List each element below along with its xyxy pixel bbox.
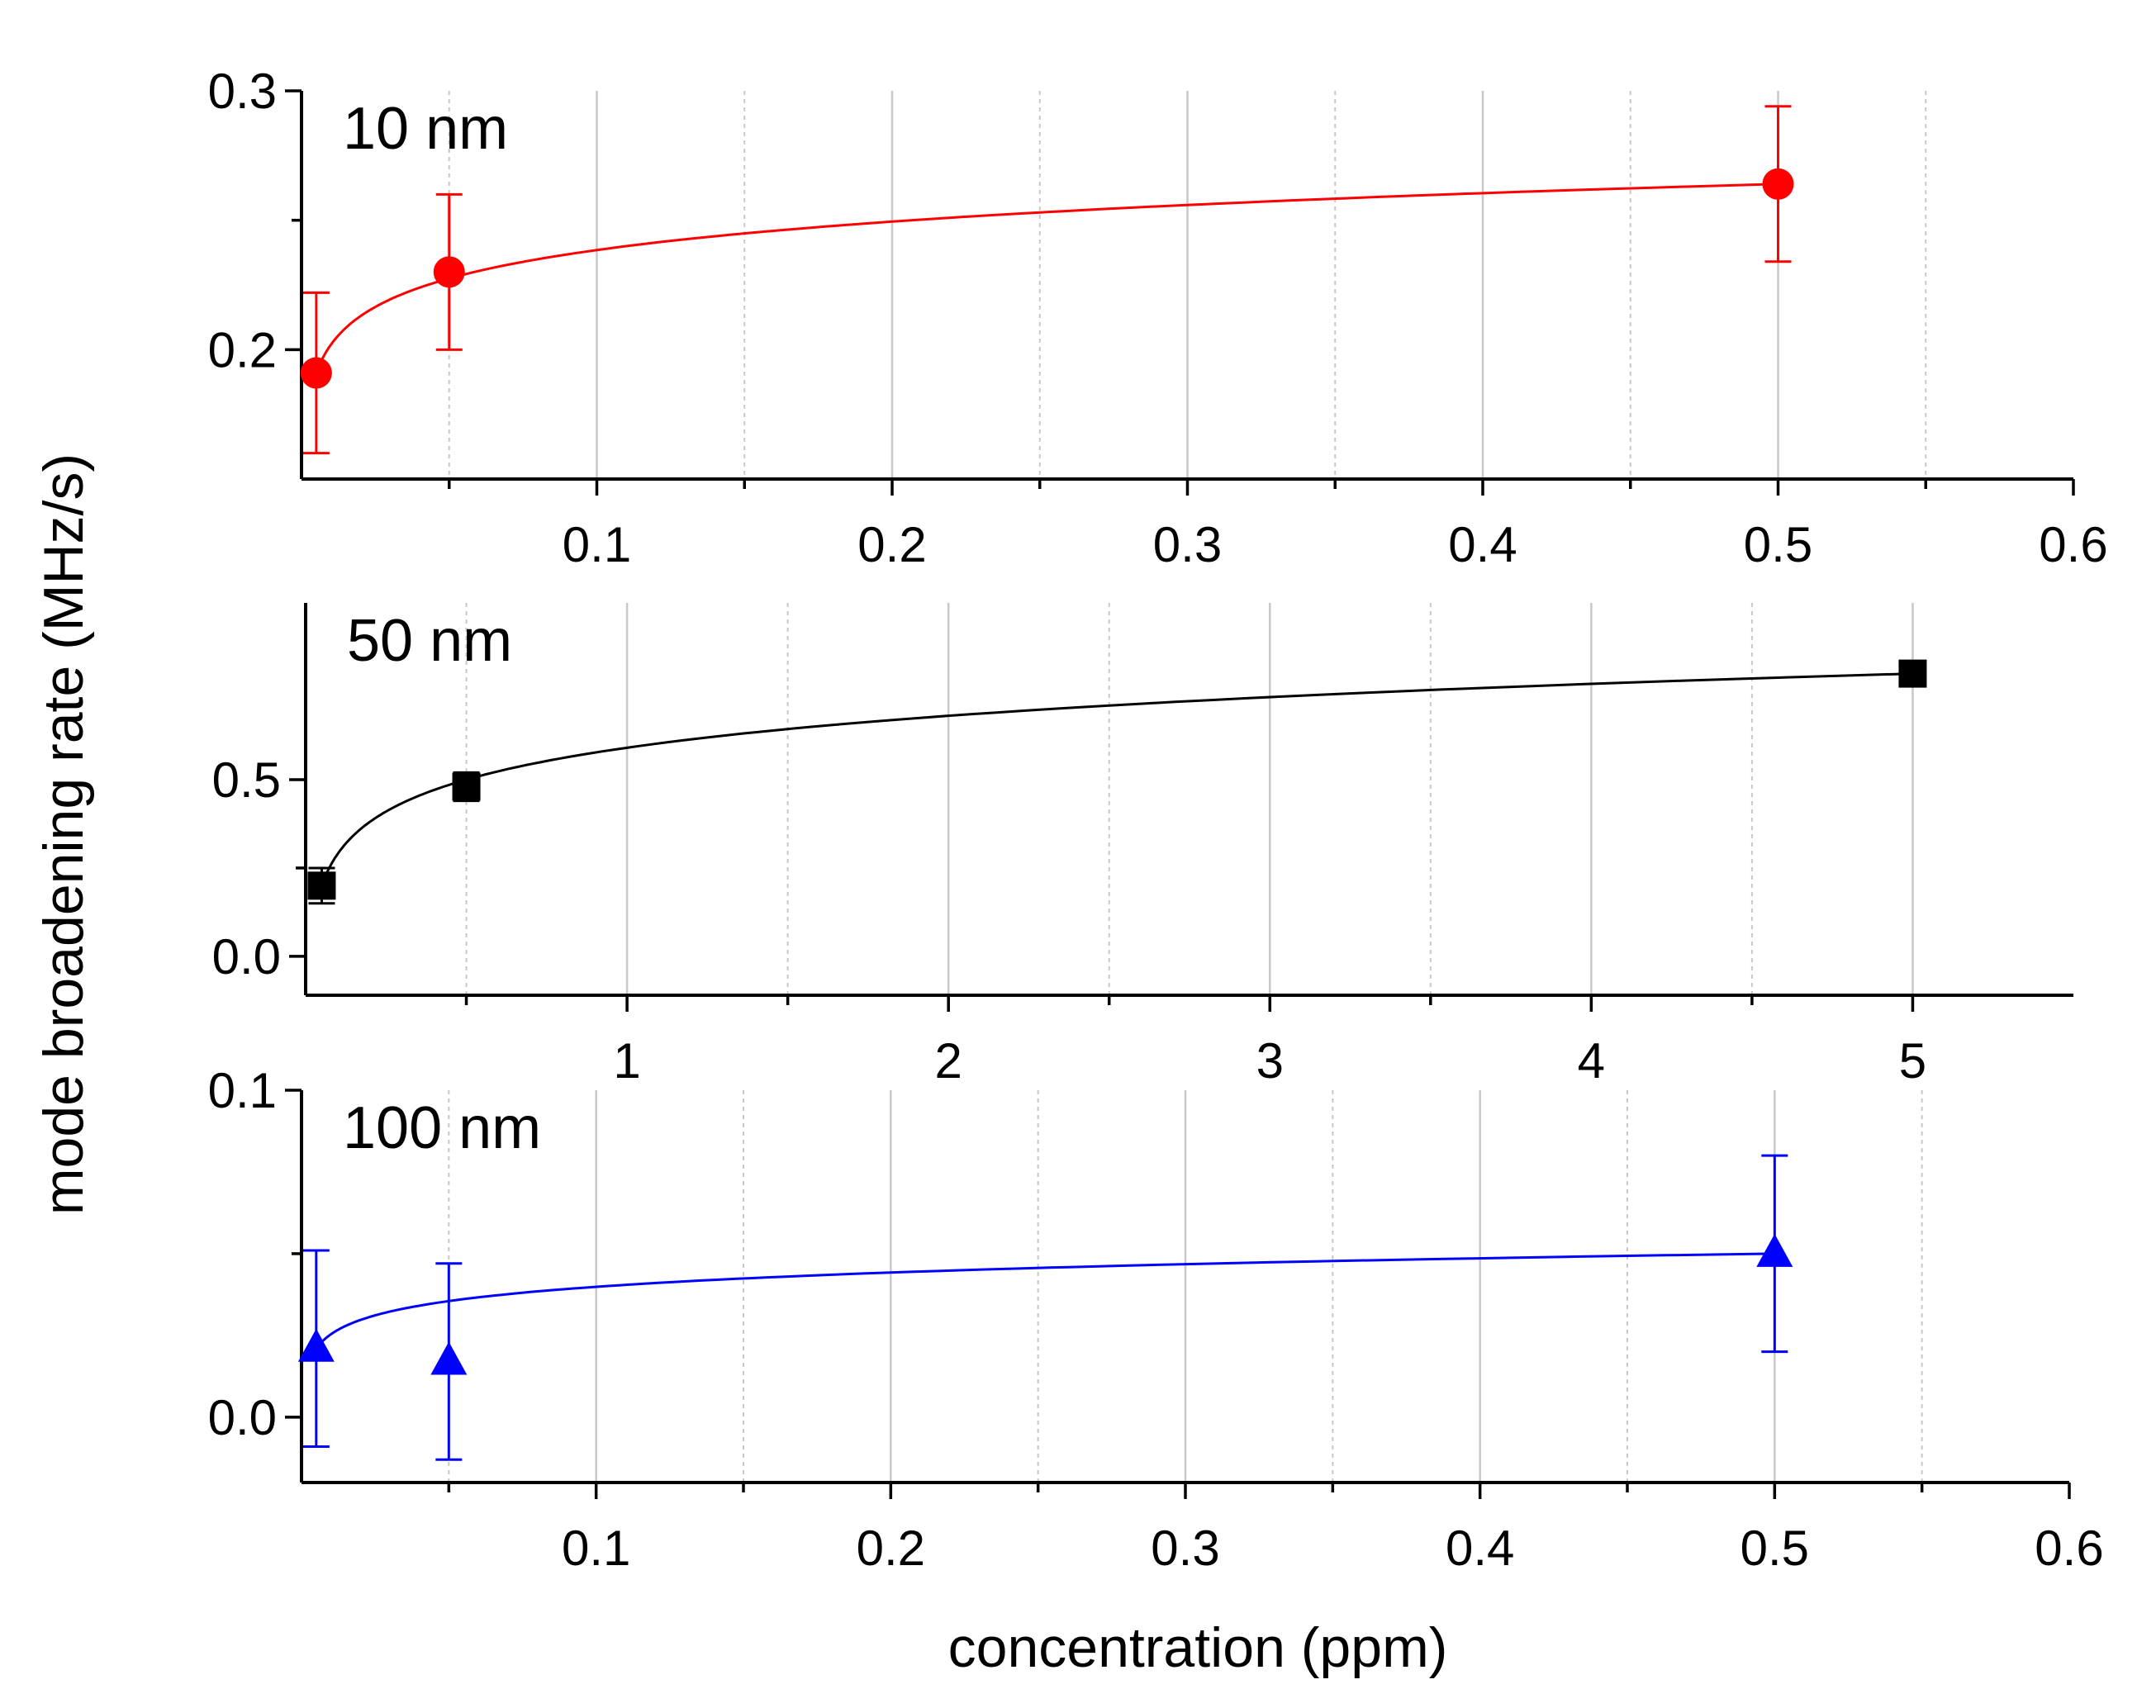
y-axis-title: mode broadening rate (MHz/s) — [32, 453, 95, 1215]
x-tick-label: 5 — [1899, 1033, 1926, 1089]
data-point — [1756, 1233, 1793, 1267]
fit-curve — [315, 183, 1778, 374]
y-tick-label: 0.5 — [212, 752, 281, 808]
x-tick-label: 0.2 — [857, 1521, 925, 1576]
data-point — [433, 256, 465, 288]
panel-label: 10 nm — [343, 96, 508, 162]
panel-label: 50 nm — [347, 608, 512, 674]
data-point — [1762, 168, 1794, 200]
x-tick-label: 0.2 — [857, 517, 926, 572]
data-point — [307, 871, 336, 900]
x-axis-title: concentration (ppm) — [948, 1616, 1448, 1679]
y-tick-label: 0.0 — [208, 1390, 277, 1445]
y-tick-label: 0.2 — [208, 322, 277, 377]
x-tick-label: 0.3 — [1151, 1521, 1219, 1576]
panel-label: 100 nm — [343, 1095, 541, 1161]
panel-100nm: 0.1 0.2 0.3 0.4 0.5 0.6 0.0 0.1 100 nm — [208, 1063, 2104, 1576]
fit-curve — [321, 672, 1913, 886]
x-tick-label: 0.3 — [1153, 517, 1222, 572]
y-tick-label: 0.3 — [208, 64, 277, 119]
y-tick-label: 0.1 — [208, 1063, 277, 1118]
x-tick-label: 1 — [613, 1033, 640, 1089]
panel-10nm: 0.1 0.2 0.3 0.4 0.5 0.6 0.2 0.3 10 nm — [208, 64, 2108, 572]
x-tick-label: 4 — [1578, 1033, 1605, 1089]
x-tick-label: 0.6 — [2039, 517, 2107, 572]
panel-50nm: 1 2 3 4 5 0.0 0.5 50 nm — [212, 603, 2073, 1089]
data-point — [297, 1328, 335, 1362]
x-tick-label: 0.4 — [1448, 517, 1517, 572]
data-point — [300, 357, 332, 389]
x-tick-label: 0.1 — [563, 517, 631, 572]
data-point — [430, 1341, 468, 1375]
x-tick-label: 0.1 — [562, 1521, 630, 1576]
x-tick-label: 0.4 — [1446, 1521, 1514, 1576]
data-point — [452, 772, 481, 801]
y-tick-label: 0.0 — [212, 929, 281, 984]
x-tick-label: 3 — [1256, 1033, 1284, 1089]
fit-curve — [315, 1252, 1775, 1350]
x-tick-label: 2 — [934, 1033, 962, 1089]
data-point — [1898, 659, 1927, 688]
x-tick-label: 0.5 — [1740, 1521, 1809, 1576]
x-tick-label: 0.5 — [1744, 517, 1812, 572]
x-tick-label: 0.6 — [2035, 1521, 2103, 1576]
